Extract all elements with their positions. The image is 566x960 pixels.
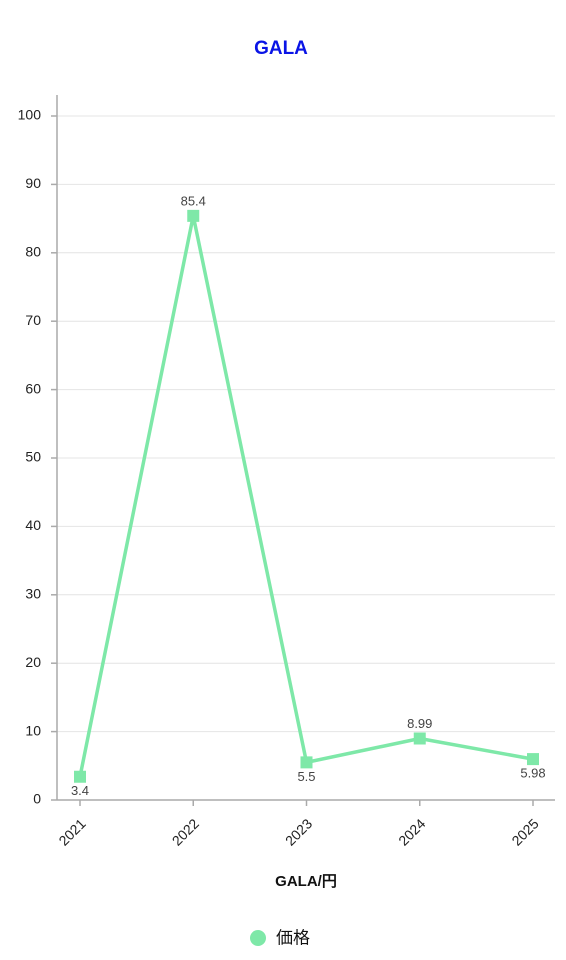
y-tick-label: 20 <box>25 654 41 670</box>
x-tick-label: 2021 <box>55 815 88 848</box>
chart-title: GALA <box>254 38 308 59</box>
y-tick-label: 30 <box>25 586 41 602</box>
y-tick-label: 50 <box>25 449 41 465</box>
legend-marker <box>250 930 266 946</box>
data-label: 3.4 <box>71 783 89 798</box>
data-label: 8.99 <box>407 716 432 731</box>
x-tick-label: 2022 <box>169 815 202 848</box>
point-marker <box>74 770 86 783</box>
x-axis-label: GALA/円 <box>275 873 337 890</box>
y-tick-label: 90 <box>25 175 41 191</box>
y-tick-label: 0 <box>33 791 41 807</box>
legend-label: 価格 <box>276 928 310 947</box>
y-tick-label: 70 <box>25 312 41 328</box>
point-marker <box>300 756 313 769</box>
x-tick-label: 2024 <box>395 815 428 848</box>
data-label: 5.98 <box>520 766 545 781</box>
y-tick-label: 60 <box>25 380 41 396</box>
x-tick-label: 2023 <box>282 815 315 848</box>
point-marker <box>527 753 539 766</box>
point-marker <box>413 732 426 745</box>
point-marker <box>187 209 200 222</box>
y-tick-label: 40 <box>25 517 41 533</box>
y-tick-label: 80 <box>25 244 41 260</box>
data-label: 5.5 <box>297 769 315 784</box>
x-tick-label: 2025 <box>508 815 541 848</box>
series-line <box>78 214 534 778</box>
data-label: 85.4 <box>181 193 206 208</box>
y-tick-label: 100 <box>18 107 42 123</box>
y-tick-label: 10 <box>25 722 41 738</box>
